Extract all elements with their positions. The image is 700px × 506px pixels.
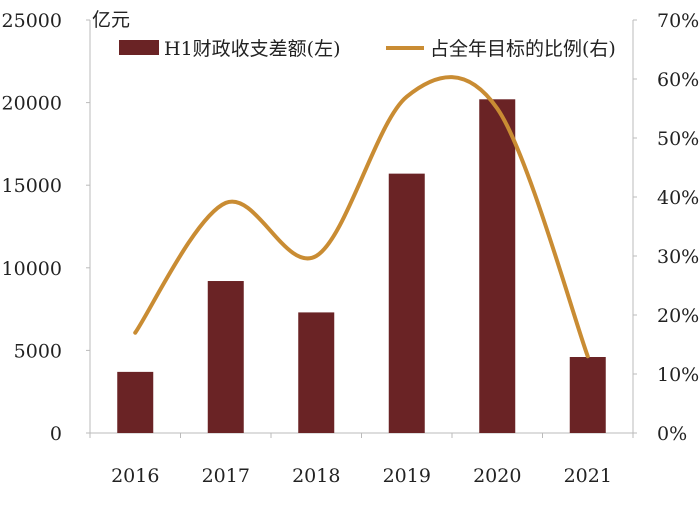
- left-tick-label: 10000: [2, 258, 62, 280]
- x-tick-label: 2018: [292, 465, 340, 487]
- bar-series: [117, 99, 606, 434]
- ratio-line: [133, 75, 590, 359]
- right-tick-label: 30%: [657, 246, 699, 268]
- right-tick-label: 70%: [657, 10, 699, 32]
- left-axis-unit: 亿元: [92, 9, 130, 31]
- right-tick-label: 20%: [657, 305, 699, 327]
- tick-labels: 0 5000 10000 15000 20000 25000 0% 10% 20% 30% 40% 5…: [2, 10, 700, 487]
- left-tick-label: 20000: [2, 93, 62, 115]
- bar-2020: [479, 99, 516, 434]
- x-tick-label: 2017: [202, 465, 250, 487]
- right-tick-label: 0%: [657, 423, 687, 445]
- right-tick-label: 40%: [657, 187, 699, 209]
- left-tick-label: 5000: [14, 340, 62, 362]
- line-point-2018: [315, 255, 317, 257]
- chart-axes: [86, 19, 637, 438]
- bar-2016: [117, 371, 154, 433]
- legend: H1财政收支差额(左) 占全年目标的比例(右): [119, 38, 616, 60]
- x-tick-label: 2019: [383, 465, 431, 487]
- legend-label-line: 占全年目标的比例(右): [430, 38, 616, 60]
- right-tick-label: 60%: [657, 69, 699, 91]
- right-tick-label: 50%: [657, 128, 699, 150]
- x-tick-label: 2016: [111, 465, 159, 487]
- left-tick-label: 15000: [2, 175, 62, 197]
- legend-swatch-bar: [119, 40, 159, 55]
- left-tick-label: 25000: [2, 10, 62, 32]
- line-point-2020: [496, 108, 498, 109]
- bar-2018: [298, 312, 335, 433]
- x-tick-label: 2021: [564, 465, 612, 487]
- right-tick-label: 10%: [657, 364, 699, 386]
- line-point-2019: [406, 96, 408, 98]
- bar-2021: [569, 357, 606, 433]
- bar-2017: [207, 281, 244, 433]
- line-point-2017: [225, 202, 227, 204]
- legend-label-bar: H1财政收支差额(左): [164, 38, 340, 60]
- line-point-2016: [134, 332, 136, 334]
- line-series: [133, 75, 590, 359]
- left-tick-label: 0: [50, 423, 62, 445]
- line-point-2021: [587, 355, 589, 357]
- bar-2019: [388, 173, 425, 434]
- x-tick-label: 2020: [473, 465, 521, 487]
